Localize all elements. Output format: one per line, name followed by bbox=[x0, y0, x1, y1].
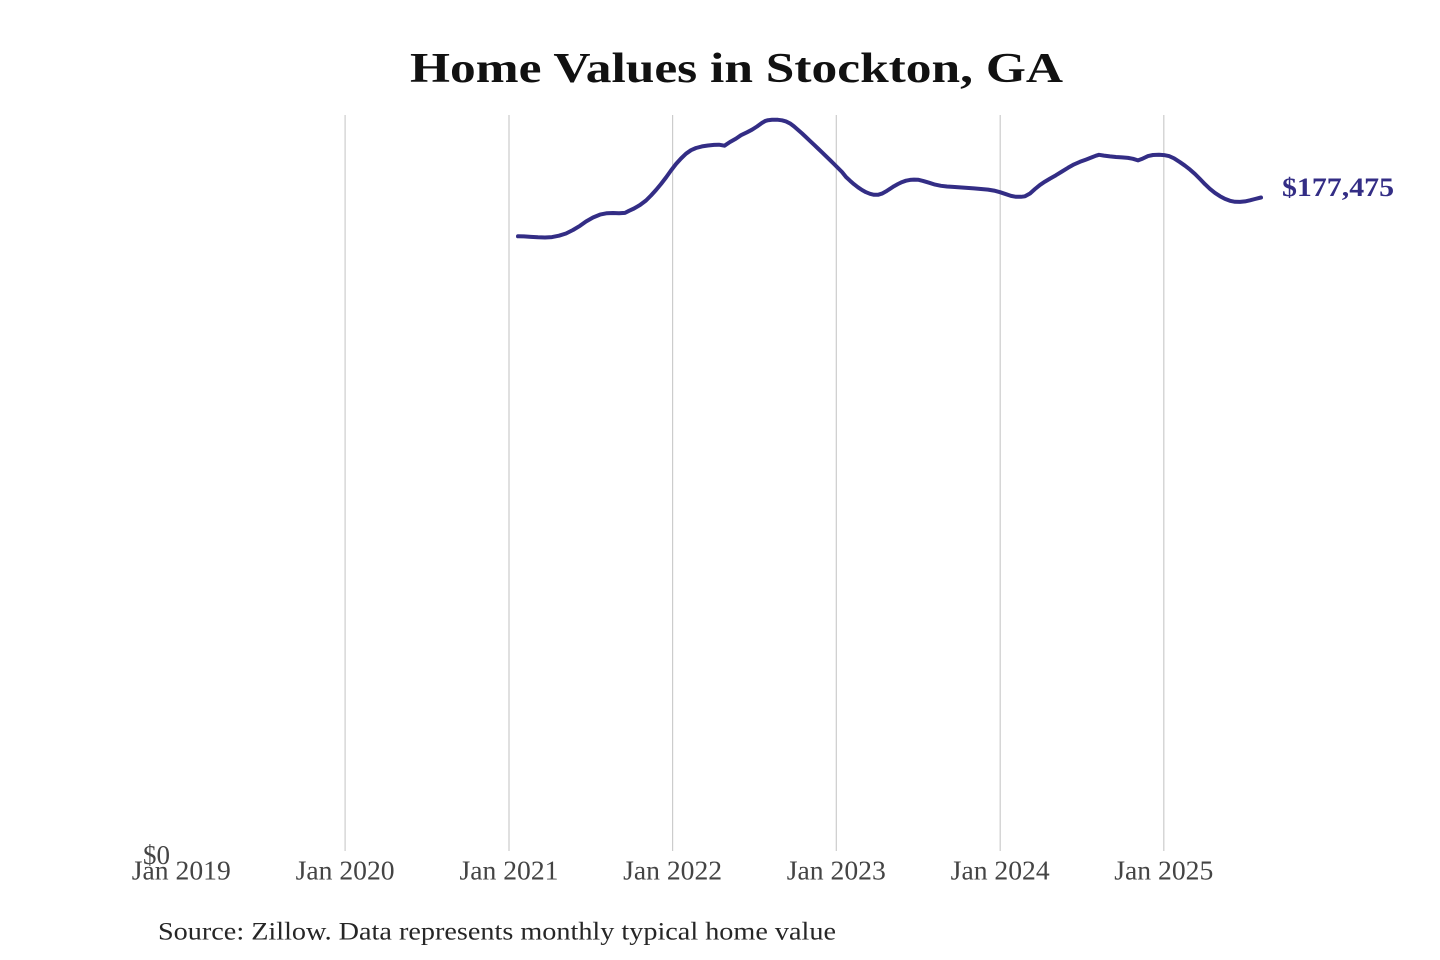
svg-text:Source: Zillow. Data represent: Source: Zillow. Data represents monthly … bbox=[158, 918, 836, 945]
svg-text:Jan 2023: Jan 2023 bbox=[787, 856, 886, 886]
svg-text:Home Values in Stockton, GA: Home Values in Stockton, GA bbox=[410, 46, 1064, 92]
svg-text:Jan 2022: Jan 2022 bbox=[623, 856, 722, 886]
svg-text:$0: $0 bbox=[143, 840, 170, 870]
svg-text:Jan 2021: Jan 2021 bbox=[460, 856, 559, 886]
svg-text:Jan 2020: Jan 2020 bbox=[296, 856, 395, 886]
svg-text:Jan 2019: Jan 2019 bbox=[132, 856, 231, 886]
svg-text:Jan 2025: Jan 2025 bbox=[1114, 856, 1213, 886]
svg-text:$177,475: $177,475 bbox=[1282, 173, 1394, 202]
svg-text:Jan 2024: Jan 2024 bbox=[951, 856, 1051, 886]
